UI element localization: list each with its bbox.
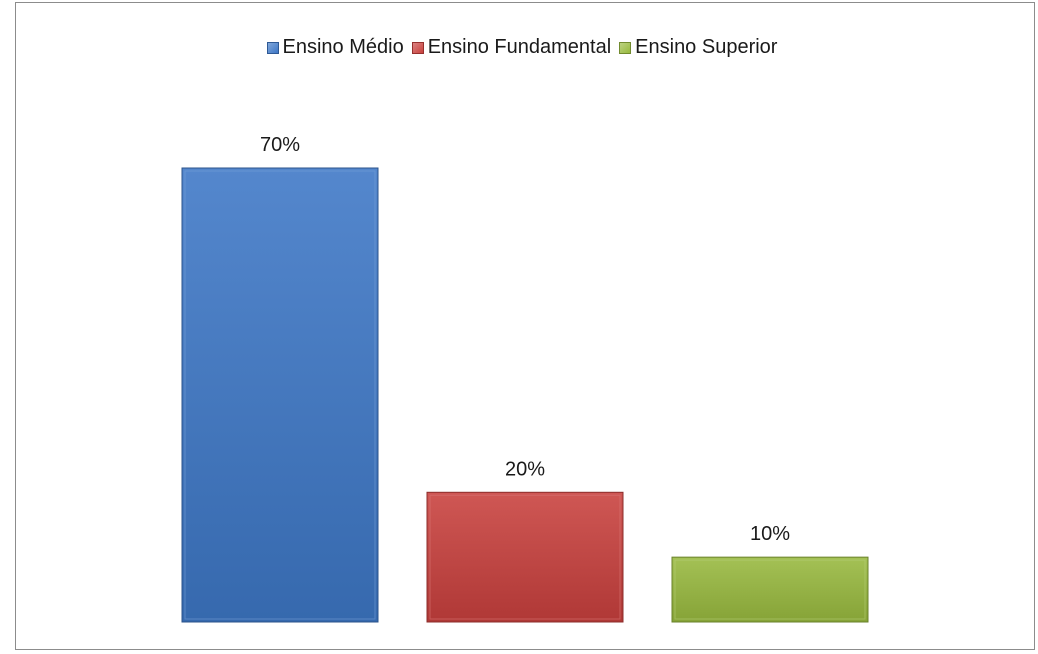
legend-swatch-ensino-fundamental (411, 41, 424, 54)
bar-ensino-fundamental (426, 491, 624, 623)
data-label-ensino-medio: 70% (260, 134, 300, 156)
bar-ensino-superior (671, 556, 869, 623)
chart-area: Ensino Médio Ensino Fundamental Ensino S… (15, 2, 1035, 650)
bar-bevel-ensino-superior (674, 559, 866, 620)
legend-label-ensino-fundamental: Ensino Fundamental (427, 36, 612, 58)
data-label-ensino-fundamental: 20% (505, 458, 545, 480)
legend-item-ensino-medio: Ensino Médio (266, 36, 404, 59)
legend-item-ensino-superior: Ensino Superior (619, 36, 777, 59)
legend-swatch-ensino-superior (619, 41, 632, 54)
bar-bevel-ensino-medio (184, 170, 376, 620)
legend: Ensino Médio Ensino Fundamental Ensino S… (10, 36, 1034, 59)
legend-item-ensino-fundamental: Ensino Fundamental (411, 36, 612, 59)
legend-label-ensino-superior: Ensino Superior (635, 36, 778, 58)
legend-label-ensino-medio: Ensino Médio (282, 36, 404, 58)
data-label-ensino-superior: 10% (750, 523, 790, 545)
bar-bevel-ensino-fundamental (429, 494, 621, 620)
bar-ensino-medio (181, 167, 379, 623)
legend-swatch-ensino-medio (266, 41, 279, 54)
plot-area: 70% 20% 10% (181, 134, 869, 623)
